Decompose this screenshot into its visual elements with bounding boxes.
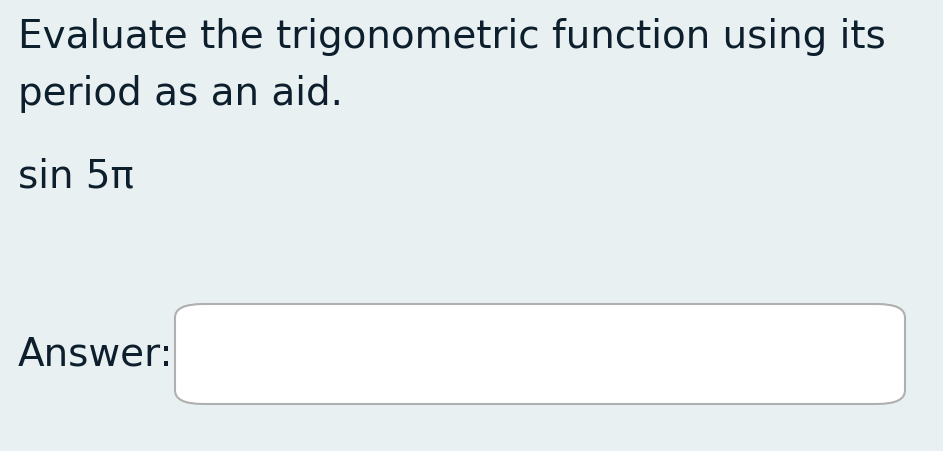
Text: Answer:: Answer: [18, 335, 174, 373]
Text: Evaluate the trigonometric function using its: Evaluate the trigonometric function usin… [18, 18, 885, 56]
Text: sin 5π: sin 5π [18, 158, 134, 196]
FancyBboxPatch shape [175, 304, 905, 404]
Text: period as an aid.: period as an aid. [18, 75, 343, 113]
